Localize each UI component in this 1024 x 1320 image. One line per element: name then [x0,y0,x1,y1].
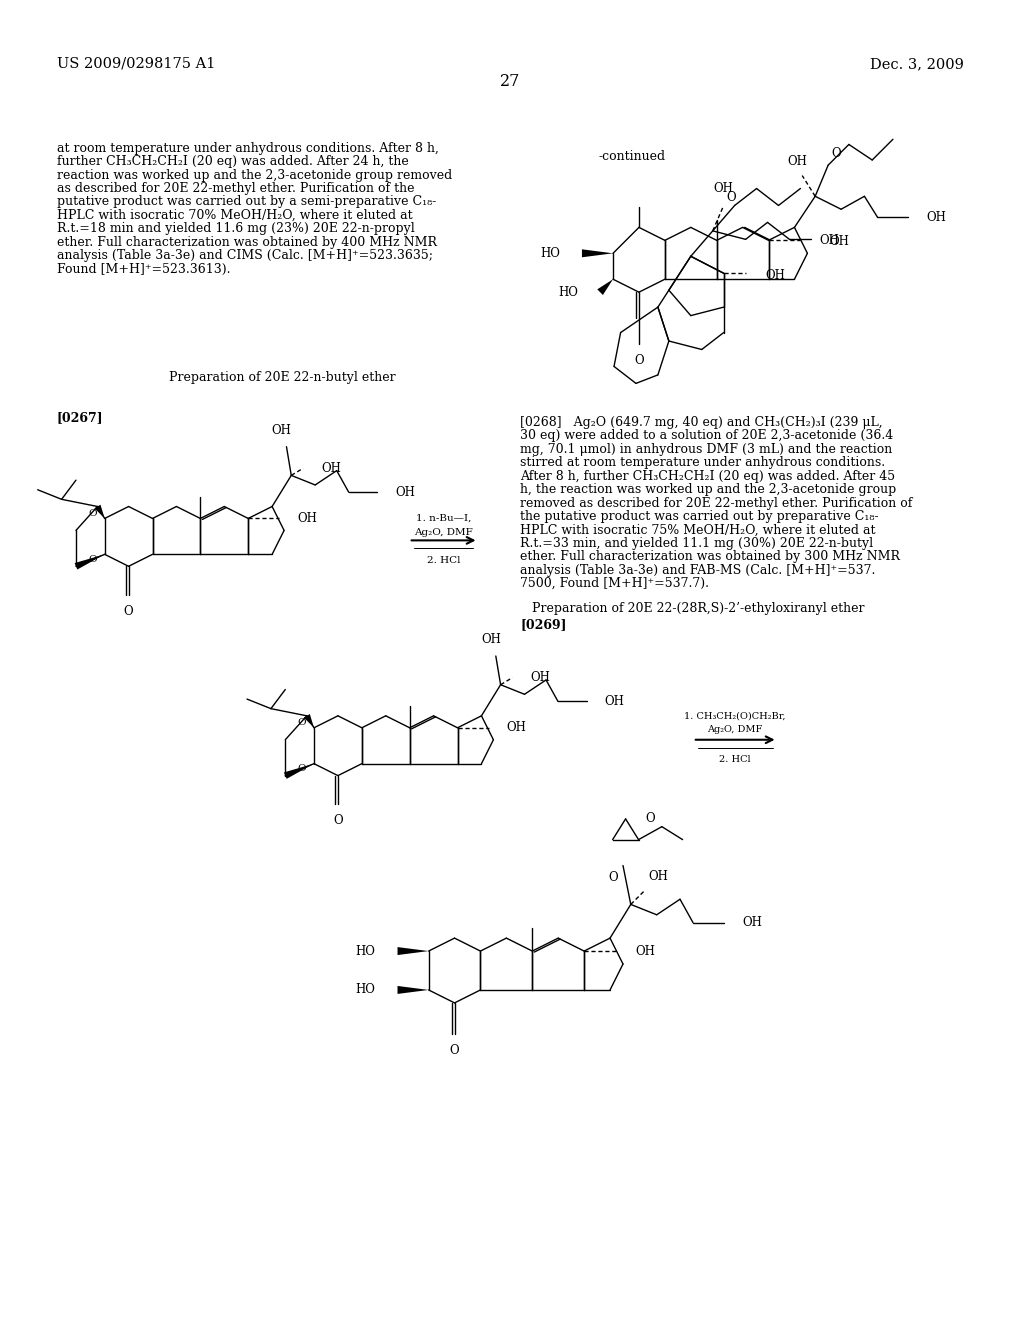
Text: OH: OH [604,694,625,708]
Polygon shape [397,986,429,994]
Text: [0267]: [0267] [56,411,103,424]
Text: OH: OH [322,462,341,475]
Text: Preparation of 20E 22-(28R,S)-2’-ethyloxiranyl ether: Preparation of 20E 22-(28R,S)-2’-ethylox… [520,602,865,615]
Text: 1. n-Bu—I,: 1. n-Bu—I, [416,513,471,523]
Text: OH: OH [829,235,849,248]
Polygon shape [94,504,104,519]
Text: 30 eq) were added to a solution of 20E 2,3-acetonide (36.4: 30 eq) were added to a solution of 20E 2… [520,429,894,442]
Text: HPLC with isocratic 70% MeOH/H₂O, where it eluted at: HPLC with isocratic 70% MeOH/H₂O, where … [56,209,413,222]
Text: OH: OH [395,486,415,499]
Polygon shape [304,714,314,727]
Text: analysis (Table 3a-3e) and FAB-MS (Calc. [M+H]⁺=537.: analysis (Table 3a-3e) and FAB-MS (Calc.… [520,564,876,577]
Text: 7500, Found [M+H]⁺=537.7).: 7500, Found [M+H]⁺=537.7). [520,577,710,590]
Polygon shape [397,946,429,956]
Text: OH: OH [636,945,655,957]
Text: R.t.=18 min and yielded 11.6 mg (23%) 20E 22-n-propyl: R.t.=18 min and yielded 11.6 mg (23%) 20… [56,222,415,235]
Text: O: O [608,870,618,883]
Text: reaction was worked up and the 2,3-acetonide group removed: reaction was worked up and the 2,3-aceto… [56,169,452,182]
Polygon shape [75,554,104,569]
Text: Preparation of 20E 22-n-butyl ether: Preparation of 20E 22-n-butyl ether [169,371,396,384]
Text: O: O [634,354,644,367]
Text: Dec. 3, 2009: Dec. 3, 2009 [870,57,964,71]
Text: Ag₂O, DMF: Ag₂O, DMF [414,528,473,537]
Text: OH: OH [714,182,733,195]
Text: OH: OH [649,870,669,883]
Text: OH: OH [271,424,292,437]
Text: O: O [333,814,343,828]
Text: 1. CH₃CH₂(O)CH₂Br,: 1. CH₃CH₂(O)CH₂Br, [684,711,785,721]
Text: O: O [297,718,306,727]
Text: OH: OH [766,269,785,281]
Text: HPLC with isocratic 75% MeOH/H₂O, where it eluted at: HPLC with isocratic 75% MeOH/H₂O, where … [520,524,876,536]
Text: mg, 70.1 μmol) in anhydrous DMF (3 mL) and the reaction: mg, 70.1 μmol) in anhydrous DMF (3 mL) a… [520,442,893,455]
Text: OH: OH [787,154,807,168]
Text: analysis (Table 3a-3e) and CIMS (Calc. [M+H]⁺=523.3635;: analysis (Table 3a-3e) and CIMS (Calc. [… [56,249,433,263]
Text: [0269]: [0269] [520,618,567,631]
Text: the putative product was carried out by preparative C₁₈-: the putative product was carried out by … [520,510,879,523]
Text: OH: OH [819,234,840,247]
Text: OH: OH [297,512,317,525]
Text: putative product was carried out by a semi-preparative C₁₈-: putative product was carried out by a se… [56,195,436,209]
Polygon shape [597,280,613,294]
Text: HO: HO [355,983,376,997]
Polygon shape [582,249,613,257]
Text: Found [M+H]⁺=523.3613).: Found [M+H]⁺=523.3613). [56,263,230,276]
Text: at room temperature under anhydrous conditions. After 8 h,: at room temperature under anhydrous cond… [56,141,438,154]
Text: US 2009/0298175 A1: US 2009/0298175 A1 [56,57,215,71]
Text: OH: OH [530,671,550,684]
Text: 27: 27 [500,74,520,90]
Text: -continued: -continued [598,149,666,162]
Text: HO: HO [355,945,376,957]
Text: O: O [831,148,841,160]
Text: Ag₂O, DMF: Ag₂O, DMF [707,725,762,734]
Text: 2. HCl: 2. HCl [427,556,461,565]
Text: OH: OH [927,210,946,223]
Text: as described for 20E 22-methyl ether. Purification of the: as described for 20E 22-methyl ether. Pu… [56,182,415,195]
Text: ether. Full characterization was obtained by 300 MHz NMR: ether. Full characterization was obtaine… [520,550,900,564]
Text: OH: OH [481,634,501,645]
Text: ether. Full characterization was obtained by 400 MHz NMR: ether. Full characterization was obtaine… [56,236,437,249]
Text: R.t.=33 min, and yielded 11.1 mg (30%) 20E 22-n-butyl: R.t.=33 min, and yielded 11.1 mg (30%) 2… [520,537,873,550]
Text: O: O [450,1044,460,1057]
Text: O: O [124,605,133,618]
Text: O: O [297,764,306,774]
Polygon shape [284,764,314,779]
Text: removed as described for 20E 22-methyl ether. Purification of: removed as described for 20E 22-methyl e… [520,496,912,510]
Text: O: O [88,554,96,564]
Text: HO: HO [558,285,579,298]
Text: 2. HCl: 2. HCl [719,755,751,764]
Text: After 8 h, further CH₃CH₂CH₂I (20 eq) was added. After 45: After 8 h, further CH₃CH₂CH₂I (20 eq) wa… [520,470,895,483]
Text: further CH₃CH₂CH₂I (20 eq) was added. After 24 h, the: further CH₃CH₂CH₂I (20 eq) was added. Af… [56,156,409,168]
Text: HO: HO [540,247,560,260]
Text: O: O [88,510,96,517]
Text: stirred at room temperature under anhydrous conditions.: stirred at room temperature under anhydr… [520,457,886,469]
Text: O: O [645,812,655,825]
Text: h, the reaction was worked up and the 2,3-acetonide group: h, the reaction was worked up and the 2,… [520,483,897,496]
Text: [0268]   Ag₂O (649.7 mg, 40 eq) and CH₃(CH₂)₃I (239 μL,: [0268] Ag₂O (649.7 mg, 40 eq) and CH₃(CH… [520,416,883,429]
Text: OH: OH [507,721,526,734]
Text: OH: OH [742,916,762,929]
Text: O: O [727,191,736,205]
